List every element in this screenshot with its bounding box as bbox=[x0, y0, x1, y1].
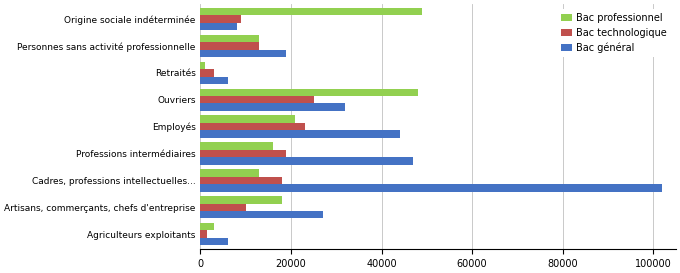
Bar bbox=[201, 196, 282, 204]
Bar bbox=[201, 8, 422, 15]
Bar bbox=[201, 142, 273, 150]
Bar bbox=[201, 23, 237, 30]
Bar bbox=[201, 88, 418, 96]
Bar bbox=[201, 42, 259, 50]
Bar bbox=[201, 204, 245, 211]
Bar bbox=[201, 130, 400, 138]
Bar bbox=[201, 50, 286, 57]
Bar bbox=[201, 69, 214, 77]
Bar bbox=[201, 35, 259, 42]
Bar bbox=[201, 96, 313, 103]
Bar bbox=[201, 77, 228, 84]
Legend: Bac professionnel, Bac technologique, Bac général: Bac professionnel, Bac technologique, Ba… bbox=[557, 9, 671, 57]
Bar bbox=[201, 123, 305, 130]
Bar bbox=[201, 230, 207, 238]
Bar bbox=[201, 238, 228, 245]
Bar bbox=[201, 157, 413, 165]
Bar bbox=[201, 62, 205, 69]
Bar bbox=[201, 223, 214, 230]
Bar bbox=[201, 15, 241, 23]
Bar bbox=[201, 103, 345, 111]
Bar bbox=[201, 115, 296, 123]
Bar bbox=[201, 211, 322, 218]
Bar bbox=[201, 150, 286, 157]
Bar bbox=[201, 184, 662, 192]
Bar bbox=[201, 177, 282, 184]
Bar bbox=[201, 169, 259, 177]
